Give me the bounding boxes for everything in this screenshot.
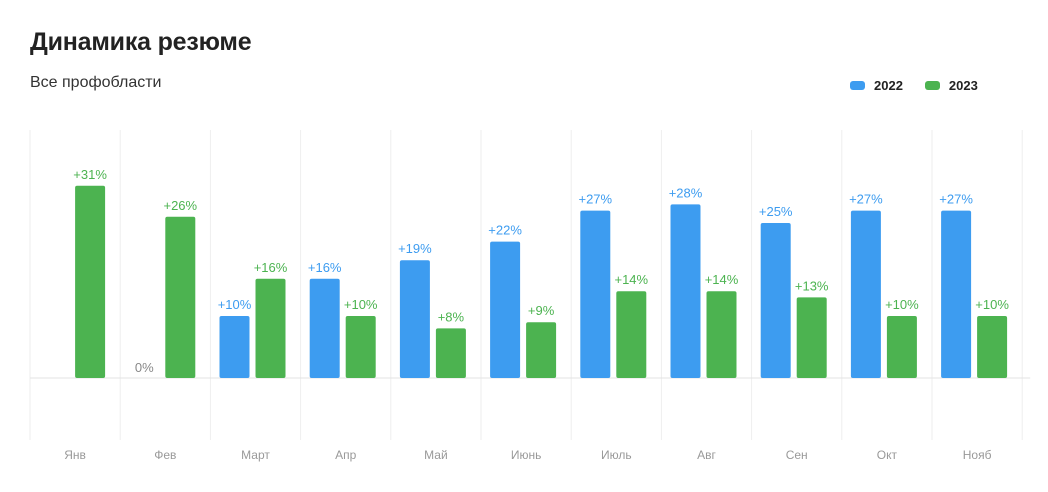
data-label-2022: +16% [308,260,342,275]
chart-title: Динамика резюме [30,28,252,56]
data-label-2022: +25% [759,204,793,219]
data-label-2022: +27% [578,192,612,207]
x-tick-label: Июль [601,448,632,462]
bar-2023-1[interactable] [75,185,106,378]
data-label-2023: +14% [705,272,739,287]
data-label-2022: 0% [135,360,154,375]
bar-2023-4[interactable] [345,316,376,378]
x-tick-label: Янв [64,448,86,462]
data-label-2023: +31% [73,167,107,182]
data-label-2023: +10% [344,297,378,312]
x-tick-label: Июнь [511,448,542,462]
x-tick-label: Авг [697,448,716,462]
data-label-2022: +27% [939,192,973,207]
bar-2023-9[interactable] [796,297,827,378]
bar-2023-2[interactable] [165,216,196,378]
bar-2023-6[interactable] [526,322,557,378]
x-tick-label: Окт [877,448,898,462]
x-tick-label: Фев [154,448,176,462]
data-label-2023: +9% [528,303,555,318]
data-label-2022: +19% [398,241,432,256]
legend-swatch-2023 [924,81,940,90]
legend-swatch-2022 [850,81,865,90]
data-label-2023: +10% [975,297,1009,312]
bar-2022-10[interactable] [850,210,881,378]
x-tick-label: Сен [786,448,808,462]
data-label-2023: +8% [438,309,465,324]
data-label-2022: +27% [849,192,883,207]
data-label-2022: +10% [218,297,252,312]
bar-2023-8[interactable] [706,291,737,378]
data-label-2022: +28% [669,185,703,200]
bar-2023-5[interactable] [435,328,466,378]
bar-2022-6[interactable] [490,241,521,378]
legend: 2022 2023 [850,78,1000,93]
bar-2022-11[interactable] [941,210,972,378]
bar-2022-8[interactable] [670,204,701,378]
chart-subtitle: Все профобласти [30,74,162,91]
bar-2022-9[interactable] [760,223,791,378]
data-label-2023: +26% [163,198,197,213]
x-tick-label: Май [424,448,448,462]
data-label-2023: +10% [885,297,919,312]
bar-2023-3[interactable] [255,278,286,378]
legend-label-2023: 2023 [948,78,978,93]
x-tick-label: Апр [335,448,357,462]
legend-item-2022[interactable]: 2022 [850,78,903,93]
bar-2022-7[interactable] [580,210,611,378]
bar-2023-7[interactable] [616,291,647,378]
bar-2022-5[interactable] [399,260,430,378]
data-label-2023: +13% [795,278,829,293]
bar-2022-3[interactable] [219,316,250,378]
legend-item-2023[interactable]: 2023 [924,78,978,93]
x-tick-label: Март [241,448,270,462]
bar-2022-4[interactable] [309,278,340,378]
bar-2023-11[interactable] [977,316,1008,378]
data-label-2023: +14% [614,272,648,287]
bar-2023-10[interactable] [886,316,917,378]
x-tick-label: Нояб [963,448,992,462]
data-label-2023: +16% [254,260,288,275]
data-label-2022: +22% [488,223,522,238]
legend-label-2022: 2022 [874,78,903,93]
